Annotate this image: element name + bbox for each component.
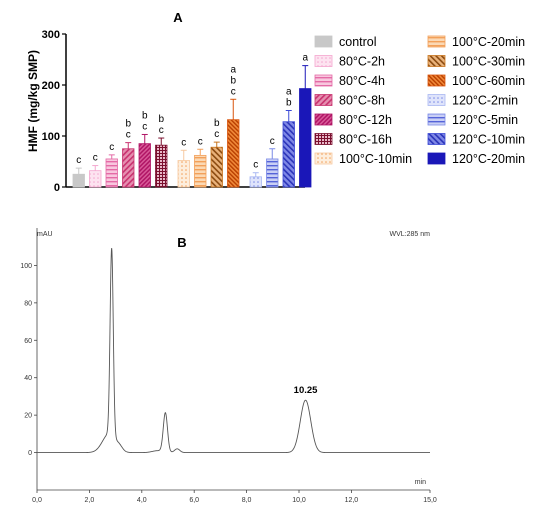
panel-b-label: B bbox=[177, 235, 186, 250]
legend-swatch bbox=[427, 133, 446, 145]
legend-label: 80°C-12h bbox=[339, 113, 392, 127]
bar bbox=[299, 88, 312, 188]
bar bbox=[89, 170, 102, 188]
panel-a-y-ticks: 0 100 200 300 bbox=[42, 29, 66, 194]
panel-b-x-tick-label: 6,0 bbox=[189, 497, 199, 504]
panel-b-y-tick-label: 80 bbox=[24, 300, 32, 307]
significance-letter: a bbox=[230, 64, 236, 75]
legend-label: 100°C-10min bbox=[339, 152, 412, 166]
panel-a-y-tick-label: 200 bbox=[42, 80, 60, 92]
bar bbox=[138, 143, 151, 188]
significance-letter: c bbox=[270, 136, 275, 147]
significance-letter: c bbox=[76, 155, 81, 166]
panel-b-y-tick-label: 40 bbox=[24, 375, 32, 382]
legend-swatch bbox=[427, 35, 446, 48]
panel-b-wavelength-note: WVL:285 nm bbox=[390, 231, 431, 238]
legend-label: 120°C-2min bbox=[452, 94, 518, 108]
peak-annotation: 10.25 bbox=[294, 385, 318, 396]
panel-b-x-tick-label: 4,0 bbox=[137, 497, 147, 504]
bar bbox=[282, 121, 295, 188]
panel-b-x-tick-label: 12,0 bbox=[345, 497, 359, 504]
significance-letter: b bbox=[230, 75, 236, 86]
bar bbox=[194, 154, 207, 188]
significance-letter: b bbox=[158, 114, 164, 125]
legend-swatch bbox=[314, 113, 333, 126]
legend-swatch bbox=[314, 74, 333, 87]
significance-letter: c bbox=[159, 125, 164, 136]
legend-swatch bbox=[314, 94, 333, 106]
panel-b-x-axis-label: min bbox=[415, 479, 426, 486]
legend-label: 120°C-5min bbox=[452, 113, 518, 127]
panel-b-x-tick-label: 10,0 bbox=[292, 497, 306, 504]
legend-swatch bbox=[427, 152, 446, 165]
panel-b-y-tick-label: 60 bbox=[24, 338, 32, 345]
panel-a-y-tick-label: 0 bbox=[54, 182, 60, 194]
legend-label: 100°C-30min bbox=[452, 55, 525, 69]
significance-letter: c bbox=[93, 153, 98, 164]
significance-letter: c bbox=[142, 121, 147, 132]
significance-letter: a bbox=[286, 87, 292, 98]
legend-label: control bbox=[339, 35, 377, 49]
legend-swatch bbox=[427, 74, 446, 87]
panel-b-x-tick-label: 0,0 bbox=[32, 497, 42, 504]
bar bbox=[266, 158, 279, 188]
legend-label: 100°C-20min bbox=[452, 35, 525, 49]
bar bbox=[177, 160, 190, 188]
legend-swatch bbox=[427, 55, 446, 67]
legend-label: 100°C-60min bbox=[452, 74, 525, 88]
significance-letter: b bbox=[142, 110, 148, 121]
significance-letter: b bbox=[286, 98, 292, 109]
legend-label: 80°C-4h bbox=[339, 74, 385, 88]
panel-b-ticks: 0,0 2,0 4,0 6,0 8,0 10,0 12,0 15,0 0 20 40 60 80 100 bbox=[20, 263, 437, 504]
panel-b-x-tick-label: 8,0 bbox=[242, 497, 252, 504]
panel-a-y-tick-label: 300 bbox=[42, 29, 60, 41]
panel-b-y-tick-label: 20 bbox=[24, 413, 32, 420]
significance-letter: c bbox=[253, 160, 258, 171]
panel-b-y-tick-label: 100 bbox=[20, 263, 32, 270]
panel-b: B mAU WVL:285 nm min 0,0 2,0 4,0 6,0 8,0 10,0… bbox=[20, 228, 437, 504]
panel-b-x-tick-label: 15,0 bbox=[423, 497, 437, 504]
bar bbox=[72, 173, 85, 188]
legend-swatch bbox=[314, 152, 333, 165]
legend-label: 80°C-2h bbox=[339, 55, 385, 69]
legend-label: 120°C-20min bbox=[452, 152, 525, 166]
legend-swatch bbox=[427, 94, 446, 106]
legend-swatch bbox=[314, 55, 333, 67]
bar bbox=[122, 148, 135, 188]
significance-letter: c bbox=[231, 86, 236, 97]
panel-a-legend: control 80°C-2h 80°C-4h 80°C-8h 80°C-12h 80°C… bbox=[314, 35, 525, 166]
legend-label: 80°C-8h bbox=[339, 94, 385, 108]
panel-a-y-tick-label: 100 bbox=[42, 131, 60, 143]
legend-label: 120°C-10min bbox=[452, 133, 525, 147]
bar bbox=[227, 119, 240, 188]
legend-swatch bbox=[314, 35, 333, 48]
legend-label: 80°C-16h bbox=[339, 133, 392, 147]
bar bbox=[105, 158, 118, 188]
bar bbox=[155, 144, 168, 188]
significance-letter: b bbox=[125, 119, 131, 130]
chromatogram-trace bbox=[37, 247, 430, 454]
legend-swatch bbox=[427, 113, 446, 126]
significance-letter: a bbox=[302, 53, 308, 64]
panel-b-y-tick-label: 0 bbox=[28, 450, 32, 457]
significance-letter: c bbox=[181, 137, 186, 148]
significance-letter: b bbox=[214, 118, 220, 129]
significance-letter: c bbox=[126, 130, 131, 141]
panel-a-label: A bbox=[173, 10, 183, 25]
panel-a-y-axis-label: HMF (mg/kg SMP) bbox=[26, 50, 40, 152]
significance-letter: c bbox=[198, 136, 203, 147]
legend-swatch bbox=[314, 133, 333, 145]
panel-b-x-tick-label: 2,0 bbox=[85, 497, 95, 504]
bar bbox=[210, 146, 223, 188]
panel-b-y-axis-label: mAU bbox=[37, 231, 53, 238]
bar bbox=[249, 176, 262, 188]
significance-letter: c bbox=[109, 142, 114, 153]
significance-letter: c bbox=[214, 129, 219, 140]
